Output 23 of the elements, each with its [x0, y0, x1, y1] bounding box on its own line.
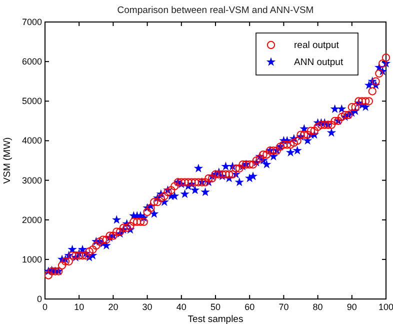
x-tick-label: 100	[378, 302, 393, 312]
legend-label: real output	[294, 40, 340, 51]
x-tick-label: 10	[74, 302, 84, 312]
y-tick-label: 2000	[22, 214, 42, 225]
y-axis-title: VSM (MW)	[2, 137, 13, 184]
x-tick-label: 20	[108, 302, 118, 312]
y-tick-label: 1000	[22, 254, 42, 264]
x-tick-label: 70	[278, 302, 289, 312]
x-tick-label: 50	[210, 302, 221, 312]
x-tick-label: 30	[142, 302, 152, 312]
x-axis-title: Test samples	[188, 314, 244, 324]
y-tick-label: 3000	[22, 175, 42, 186]
y-tick-label: 5000	[22, 96, 42, 106]
chart-title: Comparison between real-VSM and ANN-VSM	[117, 5, 314, 16]
x-tick-label: 60	[244, 302, 255, 312]
x-tick-label: 80	[312, 302, 323, 312]
y-tick-label: 4000	[22, 136, 42, 146]
x-tick-label: 90	[346, 302, 357, 312]
y-tick-label: 7000	[22, 17, 42, 27]
x-tick-label: 40	[176, 302, 186, 312]
y-tick-label: 0	[36, 294, 42, 304]
legend-label: ANN output	[294, 57, 344, 68]
y-tick-label: 6000	[22, 56, 42, 67]
